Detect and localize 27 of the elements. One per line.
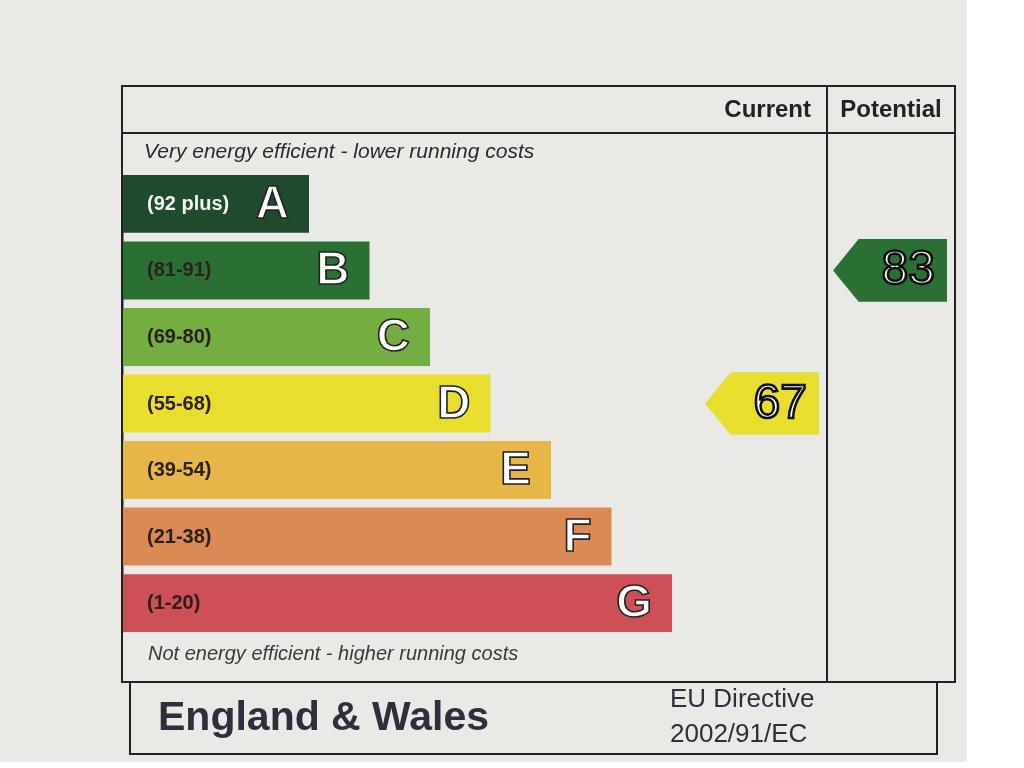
text: England & Wales	[158, 693, 490, 739]
text: Not energy efficient - higher running costs	[148, 642, 519, 664]
annotation: (21-38)	[147, 524, 212, 547]
y-tick-label: G	[616, 575, 652, 628]
bar	[122, 374, 491, 433]
annotation: (81-91)	[147, 258, 212, 281]
annotation: (69-80)	[147, 324, 212, 347]
text: 67	[753, 374, 807, 428]
annotation: (55-68)	[147, 391, 212, 414]
bar	[122, 308, 430, 366]
text: Very energy efficient - lower running costs	[144, 139, 535, 162]
y-tick-label: B	[316, 242, 350, 295]
text: Current	[724, 94, 812, 122]
text: 83	[881, 241, 935, 295]
bar	[122, 507, 612, 566]
y-tick-label: A	[255, 175, 289, 228]
text: Potential	[840, 94, 942, 122]
annotation: (1-20)	[147, 591, 201, 614]
y-tick-label: C	[376, 308, 410, 361]
annotation: (92 plus)	[147, 191, 230, 214]
bar	[122, 441, 551, 499]
y-tick-label: F	[563, 508, 592, 561]
text: EU Directive 2002/91/EC	[670, 683, 815, 748]
y-tick-label: E	[500, 442, 531, 495]
annotation: (39-54)	[147, 458, 212, 481]
bar	[122, 574, 672, 632]
y-tick-label: D	[437, 375, 471, 428]
